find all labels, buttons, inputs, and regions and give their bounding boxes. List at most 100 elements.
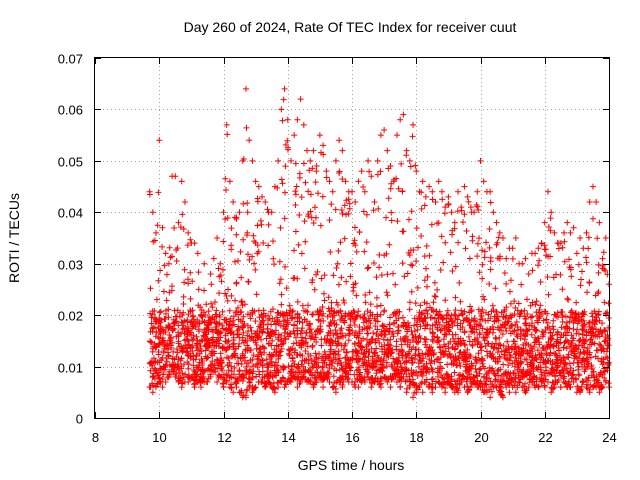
data-point (223, 316, 230, 323)
data-point (577, 386, 584, 393)
data-point (590, 215, 597, 222)
data-point (496, 334, 503, 341)
data-point (557, 240, 564, 247)
data-point (226, 307, 233, 314)
data-point (476, 235, 483, 242)
data-point (199, 360, 206, 367)
data-point (512, 235, 519, 241)
data-point (554, 309, 561, 316)
data-point (601, 299, 608, 306)
data-point (226, 359, 233, 366)
data-point (423, 336, 430, 343)
data-point (162, 250, 169, 257)
data-point (173, 318, 180, 325)
data-point (149, 373, 156, 380)
data-point (310, 220, 317, 227)
data-point (393, 343, 400, 350)
data-point (496, 355, 503, 362)
data-point (326, 217, 333, 224)
data-point (346, 205, 353, 212)
data-point (281, 85, 288, 92)
data-point (595, 308, 602, 315)
data-point (429, 338, 436, 345)
y-axis-label: ROTI / TECUs (6, 193, 22, 283)
data-point (319, 193, 326, 200)
data-point (339, 382, 346, 389)
data-point (562, 332, 569, 339)
data-point (362, 291, 369, 298)
data-point (166, 323, 173, 330)
data-point (417, 302, 424, 309)
data-point (343, 197, 350, 204)
data-point (335, 248, 342, 255)
data-point (194, 250, 201, 257)
data-point (471, 337, 478, 344)
data-point (386, 241, 393, 248)
data-point (280, 318, 287, 325)
data-point (518, 281, 525, 288)
data-point (384, 337, 391, 344)
data-point (467, 353, 474, 360)
data-point (455, 239, 462, 246)
data-point (596, 219, 603, 226)
data-point (347, 273, 354, 280)
data-point (553, 367, 560, 374)
data-point (159, 384, 166, 391)
data-point (276, 258, 283, 265)
data-point (602, 377, 609, 384)
data-point (501, 321, 508, 328)
data-point (480, 178, 487, 185)
data-point (353, 292, 360, 299)
data-point (513, 318, 520, 325)
data-point (217, 334, 224, 341)
data-point (393, 132, 400, 139)
data-point (360, 335, 367, 342)
data-point (557, 334, 564, 341)
data-point (204, 354, 211, 361)
data-point (422, 193, 429, 200)
data-point (578, 268, 585, 275)
data-point (291, 322, 298, 329)
data-point (189, 278, 196, 285)
data-point (253, 361, 260, 368)
x-tick-label: 24 (602, 430, 616, 445)
data-point (535, 384, 542, 391)
data-point (307, 377, 314, 384)
data-point (437, 266, 444, 273)
data-point (527, 343, 534, 350)
data-point (185, 341, 192, 348)
data-point (334, 360, 341, 367)
data-point (165, 353, 172, 360)
data-point (173, 353, 180, 360)
data-point (373, 361, 380, 368)
data-point (207, 373, 214, 380)
data-point (537, 279, 544, 286)
data-point (440, 336, 447, 343)
data-point (224, 338, 231, 345)
data-point (251, 260, 258, 267)
data-point (527, 314, 534, 321)
data-point (347, 367, 354, 374)
data-point (374, 171, 381, 178)
data-point (178, 319, 185, 326)
data-point (486, 280, 493, 287)
data-point (497, 391, 504, 398)
data-point (487, 188, 494, 195)
data-point (583, 259, 590, 266)
data-point (226, 178, 233, 185)
data-point (337, 307, 344, 314)
data-point (543, 316, 550, 323)
data-point (353, 348, 360, 355)
data-point (320, 310, 327, 317)
data-point (301, 357, 308, 364)
data-point (340, 378, 347, 385)
data-point (532, 250, 539, 257)
data-point (529, 345, 536, 352)
data-point (250, 368, 257, 375)
data-point (147, 285, 154, 292)
data-point (567, 384, 574, 391)
data-point (246, 256, 253, 263)
data-point (448, 376, 455, 383)
data-point (278, 379, 285, 385)
data-point (500, 361, 507, 368)
